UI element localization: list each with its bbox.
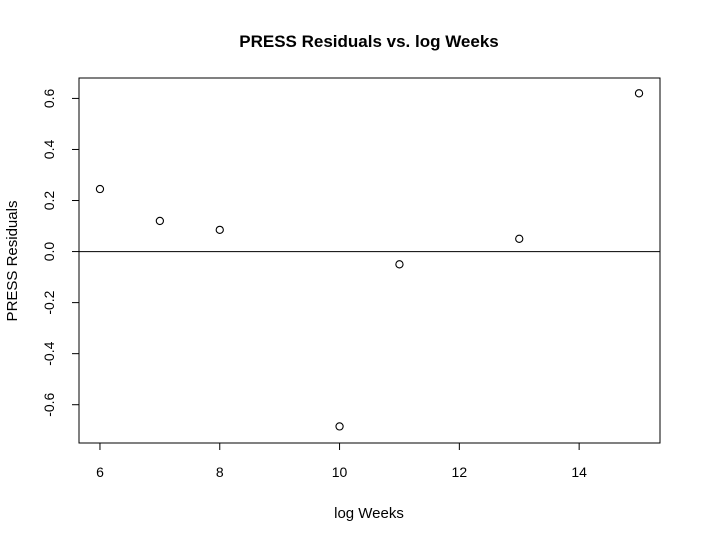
y-tick-label: 0.0 xyxy=(41,242,57,262)
data-point xyxy=(395,260,404,269)
data-points xyxy=(95,89,644,431)
data-point xyxy=(95,184,105,194)
x-tick-label: 10 xyxy=(332,464,348,480)
data-point xyxy=(634,89,644,98)
y-tick-label: 0.6 xyxy=(41,88,57,108)
chart-title: PRESS Residuals vs. log Weeks xyxy=(239,32,499,51)
y-tick-label: -0.2 xyxy=(41,290,57,314)
y-tick-label: -0.4 xyxy=(41,341,57,365)
x-tick-label: 6 xyxy=(96,464,104,480)
x-tick-label: 12 xyxy=(452,464,468,480)
x-tick-label: 8 xyxy=(216,464,224,480)
data-point xyxy=(215,225,224,235)
y-tick-label: 0.2 xyxy=(41,191,57,211)
data-point xyxy=(155,216,165,226)
x-tick-label: 14 xyxy=(571,464,587,480)
y-tick-label: -0.6 xyxy=(41,392,57,416)
x-axis-label: log Weeks xyxy=(334,505,404,522)
y-axis-label: PRESS Residuals xyxy=(4,201,21,322)
data-point xyxy=(515,234,524,243)
y-tick-label: 0.4 xyxy=(41,140,57,160)
data-point xyxy=(335,422,344,431)
